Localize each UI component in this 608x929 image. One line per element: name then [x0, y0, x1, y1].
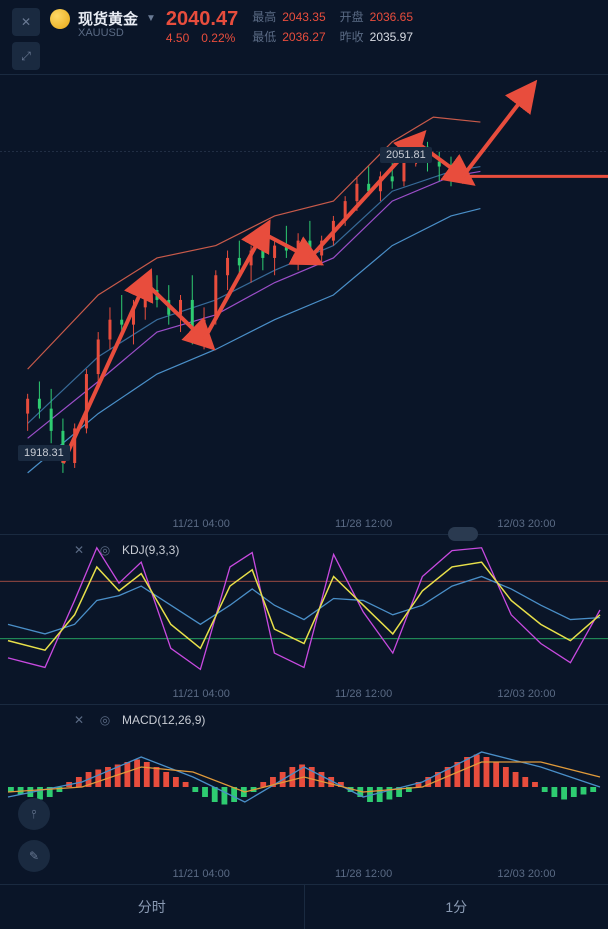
main-chart-svg	[0, 75, 608, 535]
kdj-chart-svg	[0, 535, 608, 705]
macd-time-axis: 11/21 04:00 11/28 12:00 12/03 20:00	[0, 868, 608, 880]
high-value: 2043.35	[282, 10, 325, 24]
chart-tools: ⫯ ✎	[18, 798, 50, 872]
settings-icon[interactable]: ◎	[96, 541, 114, 559]
kdj-label: KDJ(9,3,3)	[122, 543, 179, 557]
change-absolute: 4.50	[166, 31, 189, 45]
timeframe-tabs: 分时 1分	[0, 884, 608, 929]
tab-tick[interactable]: 分时	[0, 885, 305, 929]
high-label: 最高	[252, 10, 276, 24]
main-time-axis: 11/21 04:00 11/28 12:00 12/03 20:00	[0, 518, 608, 530]
indicator-tool[interactable]: ⫯	[18, 798, 50, 830]
open-label: 开盘	[340, 10, 364, 24]
open-value: 2036.65	[370, 10, 413, 24]
main-price-chart[interactable]: 2051.81 1918.31 11/21 04:00 11/28 12:00 …	[0, 74, 608, 534]
prev-close-value: 2035.97	[370, 30, 413, 44]
close-button[interactable]: ✕	[12, 8, 40, 36]
chart-header: ✕ ⤢ 现货黄金 ▼ XAUUSD 2040.47 4.50 0.22% 最高 2…	[0, 0, 608, 74]
kdj-time-axis: 11/21 04:00 11/28 12:00 12/03 20:00	[0, 688, 608, 700]
expand-button[interactable]: ⤢	[12, 42, 40, 70]
gold-icon	[50, 9, 70, 29]
macd-chart-svg	[0, 705, 608, 885]
low-label: 最低	[252, 30, 276, 44]
close-icon[interactable]: ✕	[70, 541, 88, 559]
kdj-indicator-chart[interactable]: ✕ ◎ KDJ(9,3,3) 11/21 04:00 11/28 12:00 1…	[0, 534, 608, 704]
instrument-selector[interactable]: 现货黄金 ▼	[50, 8, 156, 29]
ticker-symbol: XAUUSD	[78, 27, 156, 39]
macd-label: MACD(12,26,9)	[122, 713, 205, 727]
prev-close-label: 昨收	[340, 30, 364, 44]
low-value: 2036.27	[282, 30, 325, 44]
annotation-low: 1918.31	[18, 445, 70, 461]
close-icon[interactable]: ✕	[70, 711, 88, 729]
change-percent: 0.22%	[201, 31, 235, 45]
chevron-down-icon: ▼	[146, 13, 156, 24]
last-price: 2040.47	[166, 8, 238, 31]
instrument-title: 现货黄金	[78, 8, 138, 29]
settings-icon[interactable]: ◎	[96, 711, 114, 729]
annotation-high: 2051.81	[380, 147, 432, 163]
macd-indicator-chart[interactable]: ✕ ◎ MACD(12,26,9) ⫯ ✎ 11/21 04:00 11/28 …	[0, 704, 608, 884]
tab-1min[interactable]: 1分	[305, 885, 608, 929]
panel-drag-handle[interactable]	[448, 527, 478, 541]
